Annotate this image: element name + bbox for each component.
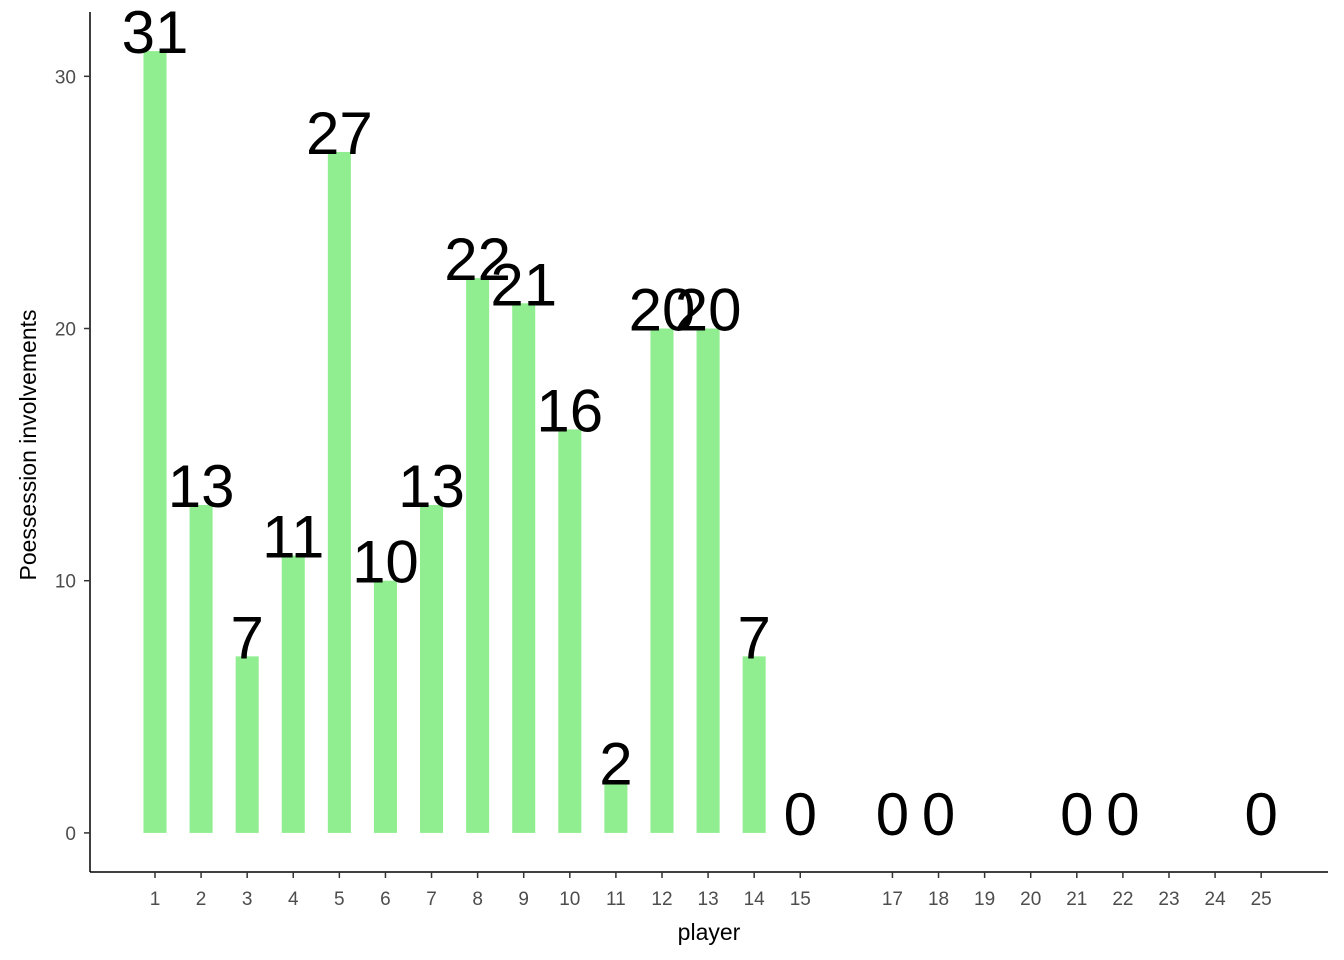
value-label: 0 (922, 781, 955, 848)
x-tick-label: 11 (606, 889, 626, 910)
x-tick-label: 5 (334, 889, 345, 910)
y-axis-title: Poessession involvements (15, 309, 41, 580)
value-label: 0 (1106, 781, 1139, 848)
bar (512, 303, 536, 833)
x-tick-label: 14 (744, 889, 766, 910)
x-tick-label: 13 (698, 889, 719, 910)
value-label: 0 (876, 781, 909, 848)
value-label: 7 (737, 604, 770, 671)
x-tick-label: 4 (288, 889, 299, 910)
x-tick-label: 15 (790, 889, 811, 910)
x-tick-label: 3 (242, 889, 253, 910)
x-tick-label: 24 (1205, 889, 1227, 910)
value-label: 31 (122, 0, 189, 66)
value-label: 0 (784, 781, 817, 848)
y-tick-label: 0 (65, 824, 76, 845)
x-tick-label: 20 (1020, 889, 1041, 910)
bar (281, 555, 305, 833)
bar (143, 51, 167, 833)
value-label: 2 (599, 730, 632, 797)
bar (466, 278, 490, 833)
value-label: 0 (1244, 781, 1277, 848)
x-axis-title: player (678, 919, 741, 945)
value-label: 13 (168, 453, 235, 520)
x-tick-label: 25 (1251, 889, 1272, 910)
value-label: 21 (490, 251, 557, 318)
x-tick-label: 23 (1158, 889, 1179, 910)
x-tick-label: 7 (426, 889, 437, 910)
x-tick-label: 18 (928, 889, 949, 910)
x-tick-label: 19 (974, 889, 995, 910)
value-label: 20 (629, 277, 696, 344)
y-tick-label: 20 (55, 320, 76, 341)
bar (742, 656, 766, 833)
bar (604, 782, 628, 833)
value-label: 10 (352, 529, 419, 596)
value-label: 20 (675, 277, 742, 344)
value-label: 27 (306, 100, 373, 167)
value-label: 22 (444, 226, 511, 293)
x-tick-label: 17 (882, 889, 903, 910)
value-label: 7 (230, 604, 263, 671)
x-tick-label: 22 (1112, 889, 1133, 910)
bar (558, 429, 582, 833)
bar (189, 505, 213, 833)
x-tick-label: 10 (559, 889, 580, 910)
value-label: 16 (536, 377, 603, 444)
x-tick-label: 6 (380, 889, 391, 910)
value-label: 0 (1060, 781, 1093, 848)
x-tick-label: 9 (518, 889, 529, 910)
x-tick-label: 12 (651, 889, 672, 910)
bar (650, 328, 674, 833)
bar (235, 656, 259, 833)
value-label: 11 (262, 503, 324, 570)
bar (696, 328, 720, 833)
bar (373, 580, 397, 833)
x-tick-label: 8 (472, 889, 483, 910)
y-tick-label: 30 (55, 67, 76, 88)
x-tick-label: 21 (1066, 889, 1087, 910)
bar (327, 151, 351, 833)
y-tick-label: 10 (55, 572, 76, 593)
value-label: 13 (398, 453, 465, 520)
x-tick-label: 1 (150, 889, 161, 910)
x-tick-label: 2 (196, 889, 207, 910)
bar (420, 505, 444, 833)
